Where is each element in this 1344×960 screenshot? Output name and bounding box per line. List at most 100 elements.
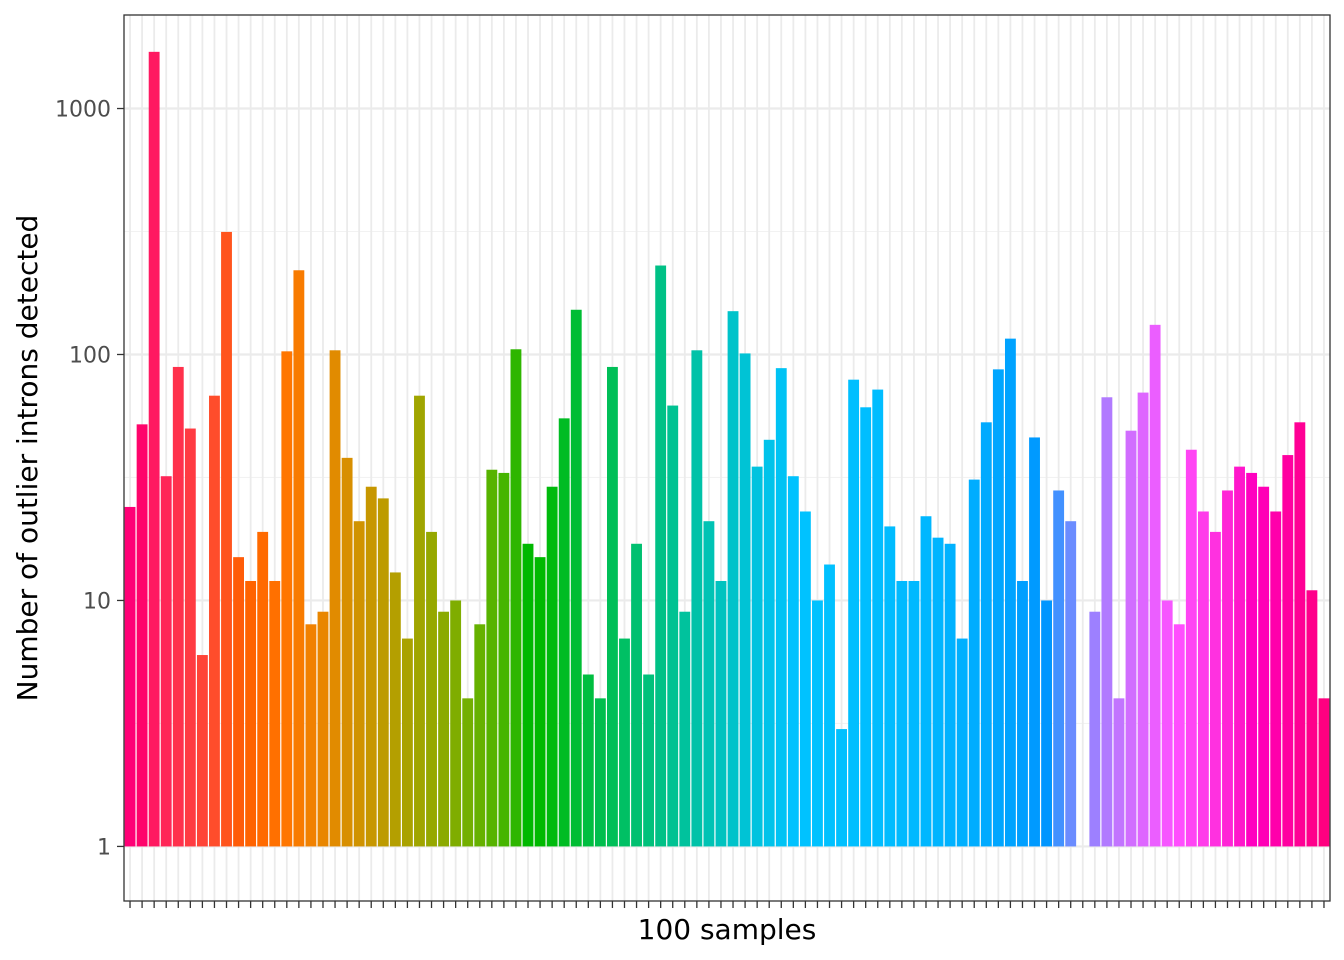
bar <box>607 366 618 847</box>
bar <box>836 729 847 847</box>
bar <box>1282 455 1294 847</box>
bar <box>860 407 872 847</box>
bar <box>172 366 184 847</box>
bar <box>703 521 715 847</box>
bar <box>498 472 510 847</box>
bar <box>751 466 763 847</box>
bar <box>1318 698 1330 847</box>
bar <box>980 422 992 847</box>
bar <box>486 469 498 847</box>
bar <box>1161 600 1173 847</box>
y-tick-label: 100 <box>69 343 111 368</box>
bar <box>1029 437 1040 847</box>
bar <box>667 405 679 847</box>
bar <box>787 476 799 847</box>
bar <box>1222 490 1233 847</box>
bar <box>1004 338 1016 847</box>
bar <box>1125 430 1137 847</box>
bar <box>474 624 486 847</box>
bar <box>1173 624 1185 847</box>
bar <box>353 521 365 847</box>
bar <box>1306 590 1318 847</box>
bar <box>281 351 293 847</box>
bar <box>715 580 727 847</box>
y-axis: 1 10 100 1000 <box>55 98 124 860</box>
bar <box>414 395 425 847</box>
bar <box>221 231 232 847</box>
bar <box>245 580 257 847</box>
bar <box>932 537 944 847</box>
plot-border <box>123 14 1331 902</box>
bar <box>522 543 534 847</box>
bar <box>196 655 208 847</box>
plot-panel <box>124 15 1330 901</box>
bar <box>691 350 703 847</box>
x-axis <box>129 901 1325 908</box>
bar <box>824 564 835 847</box>
bar <box>510 349 522 847</box>
bar <box>956 638 968 847</box>
bar <box>763 439 775 847</box>
bar <box>992 369 1004 847</box>
x-axis-title: 100 samples <box>638 913 817 946</box>
bar <box>908 580 920 847</box>
bar <box>233 557 244 847</box>
bar <box>896 580 908 847</box>
bar <box>365 486 377 847</box>
bar <box>1197 511 1209 847</box>
bar <box>582 674 594 847</box>
bar <box>812 600 823 847</box>
bar <box>377 498 389 847</box>
bar <box>679 611 691 847</box>
bar <box>872 389 884 847</box>
bar <box>1017 580 1028 847</box>
bar <box>257 531 269 847</box>
bar <box>1137 392 1149 847</box>
bar <box>184 428 196 847</box>
bar <box>317 611 329 847</box>
bar <box>1294 422 1306 847</box>
bar <box>269 580 281 847</box>
bar <box>389 572 401 847</box>
bar <box>329 350 341 847</box>
bar <box>160 476 172 847</box>
bar <box>305 624 317 847</box>
bar <box>1053 490 1065 847</box>
bar <box>570 309 582 847</box>
y-axis-title: Number of outlier introns detected <box>11 215 44 702</box>
bar <box>944 543 956 847</box>
bar <box>920 516 932 847</box>
bar <box>1210 531 1221 847</box>
bar <box>739 353 751 847</box>
bar <box>209 395 220 847</box>
bar <box>136 424 148 847</box>
bar <box>1234 466 1245 847</box>
bar <box>884 526 896 847</box>
bar <box>643 674 655 847</box>
bars <box>124 51 1330 847</box>
bar <box>426 531 437 847</box>
bar <box>1041 600 1053 847</box>
bar <box>438 611 450 847</box>
bar <box>546 486 558 847</box>
bar <box>968 479 980 847</box>
bar <box>775 368 787 847</box>
bar <box>594 698 606 847</box>
bar <box>124 506 136 847</box>
bar <box>534 557 546 847</box>
bar <box>1113 698 1125 847</box>
bar <box>401 638 413 847</box>
bar <box>619 638 630 847</box>
bar <box>1065 521 1077 847</box>
bar <box>1149 324 1161 847</box>
bar <box>848 379 860 847</box>
bar <box>727 311 739 847</box>
bar <box>293 270 305 847</box>
y-tick-label: 10 <box>83 589 111 614</box>
bar <box>1101 397 1113 847</box>
bar <box>1185 449 1197 847</box>
y-tick-label: 1000 <box>55 98 111 123</box>
bar <box>1089 611 1101 847</box>
bar <box>450 600 462 847</box>
